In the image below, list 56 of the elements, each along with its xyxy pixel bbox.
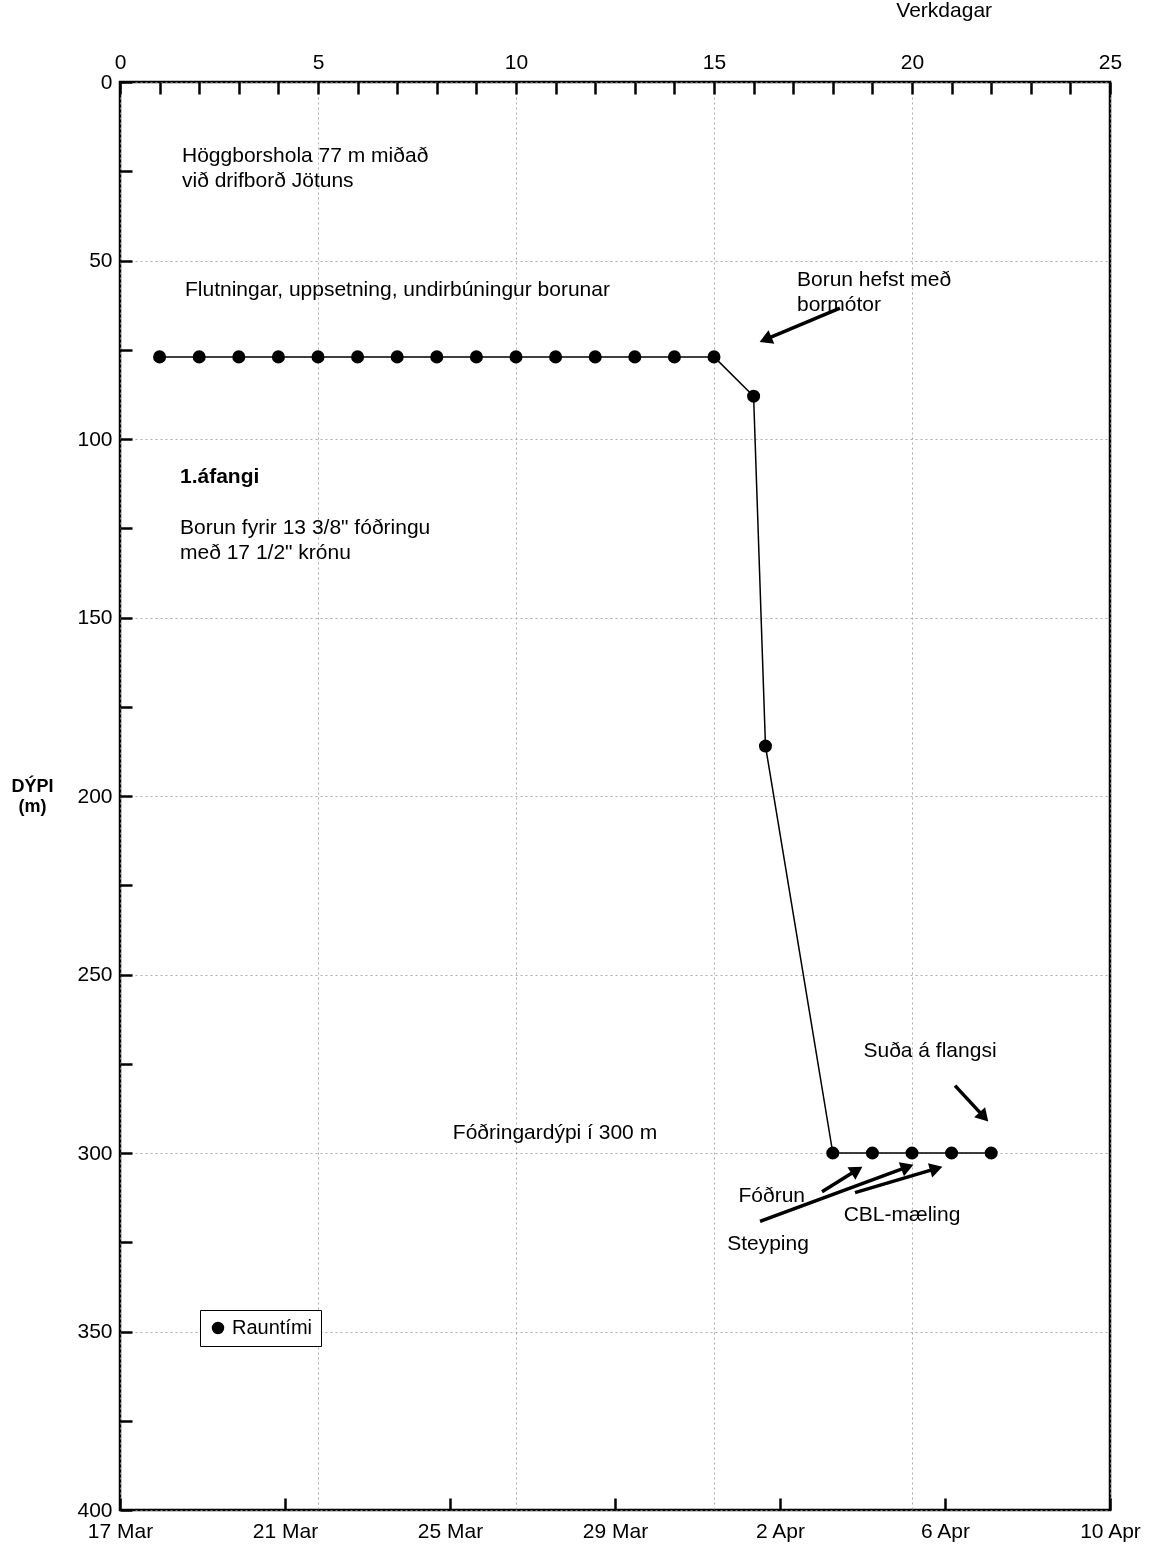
y-tick-label: 300 — [77, 1140, 113, 1164]
y-tick-label: 200 — [77, 783, 113, 807]
annotation: 1.áfangi — [180, 463, 260, 487]
x-tick-label: 15 — [702, 49, 727, 73]
point — [153, 350, 167, 364]
annotation: Fóðringardýpi í 300 m — [452, 1120, 658, 1144]
point — [707, 350, 721, 364]
x2-tick-label: 21 Mar — [252, 1518, 319, 1542]
point — [430, 350, 444, 364]
x-tick-label: 10 — [504, 49, 529, 73]
x-axis-title: Verkdagar — [896, 0, 993, 21]
y-axis-title: DÝPI (m) — [11, 774, 54, 816]
x2-tick-label: 25 Mar — [417, 1518, 484, 1542]
annotation: Steyping — [727, 1231, 809, 1255]
point — [549, 350, 563, 364]
y-tick-label: 350 — [77, 1319, 113, 1342]
y-tick-label: 400 — [77, 1497, 113, 1521]
x2-tick-label: 2 Apr — [755, 1518, 806, 1542]
x2-tick-label: 6 Apr — [920, 1518, 971, 1542]
annotation: Flutningar, uppsetning, undirbúningur borunar — [185, 277, 610, 301]
point — [509, 350, 523, 364]
annotation: Suða á flangsi — [863, 1037, 997, 1061]
x-tick-label: 20 — [900, 49, 925, 73]
point — [311, 350, 325, 364]
point — [192, 350, 206, 364]
y-tick-label: 50 — [89, 248, 113, 271]
point — [469, 350, 483, 364]
point — [945, 1146, 959, 1160]
point — [588, 350, 602, 364]
x-tick-label: 25 — [1098, 49, 1123, 73]
point — [826, 1146, 840, 1160]
x2-tick-label: 10 Apr — [1080, 1518, 1141, 1542]
y-tick-label: 150 — [77, 605, 113, 628]
point — [628, 350, 642, 364]
x2-tick-label: 17 Mar — [87, 1518, 154, 1542]
annotation: Höggborshola 77 m miðað við drifborð Jötuns — [182, 143, 429, 192]
point — [667, 350, 681, 364]
point — [758, 739, 772, 753]
point — [351, 350, 365, 364]
annotation: Fóðrun — [738, 1182, 805, 1206]
annotation: Borun hefst með bormótor — [797, 267, 952, 316]
y-tick-label: 250 — [77, 962, 113, 985]
point — [984, 1146, 998, 1160]
point — [905, 1146, 919, 1160]
legend-label: Rauntími — [232, 1316, 313, 1338]
y-tick-label: 100 — [77, 426, 113, 450]
y-tick-label: 0 — [100, 69, 113, 93]
annotation: CBL-mæling — [843, 1202, 961, 1226]
point — [747, 389, 761, 403]
point — [232, 350, 246, 364]
x-tick-label: 5 — [312, 49, 325, 73]
point — [865, 1146, 879, 1160]
x2-tick-label: 29 Mar — [582, 1518, 649, 1542]
point — [271, 350, 285, 364]
annotation: Borun fyrir 13 3/8" fóðringu með 17 1/2" krónu — [180, 515, 431, 564]
point — [390, 350, 404, 364]
